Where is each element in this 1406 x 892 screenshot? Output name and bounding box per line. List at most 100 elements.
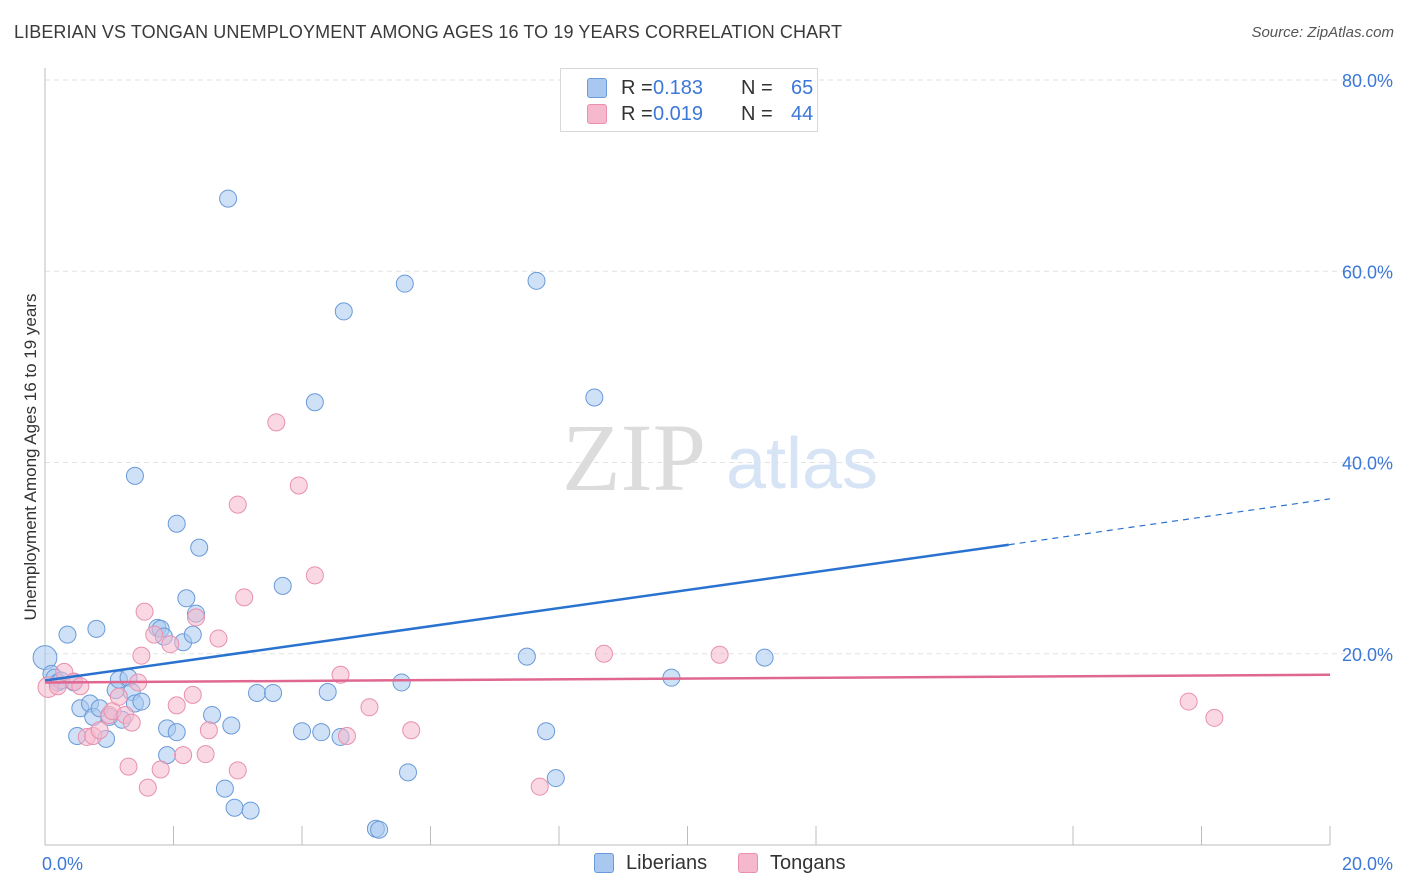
tongans-point [161, 635, 180, 654]
tongans-point [138, 778, 157, 797]
tongans-point [235, 588, 254, 607]
tongans-r-value: 0.019 [653, 103, 704, 125]
tongans-point [196, 745, 215, 764]
legend-r-label: R = [621, 103, 653, 125]
tongans-point [289, 476, 308, 495]
liberians-point [399, 763, 418, 782]
liberians-point [370, 820, 389, 839]
liberians-point [395, 274, 414, 293]
watermark: ZIP atlas [562, 404, 878, 511]
chart-title: LIBERIAN VS TONGAN UNEMPLOYMENT AMONG AG… [14, 22, 843, 42]
tongans-point [228, 495, 247, 514]
liberians-point [241, 801, 260, 820]
liberians-legend-swatch [594, 853, 614, 873]
tongans-point [267, 413, 286, 432]
legend-n-label: N = [741, 77, 773, 99]
y-axis-title: Unemployment Among Ages 16 to 19 years [21, 294, 40, 621]
liberians-point [177, 589, 196, 608]
liberians-point [190, 538, 209, 557]
gridlines [45, 79, 1394, 655]
liberians-point [225, 798, 244, 817]
tongans-legend-swatch [738, 853, 758, 873]
liberians-trend-extension [1008, 498, 1331, 546]
tongans-point [305, 566, 324, 585]
legend-n-label: N = [741, 103, 773, 125]
liberians-point [527, 271, 546, 290]
tongans-point [199, 721, 218, 740]
tongans-point [331, 665, 350, 684]
liberians-point [755, 648, 774, 667]
tongans-legend-label: Tongans [770, 852, 846, 874]
liberians-point [318, 683, 337, 701]
liberians-point [203, 705, 222, 724]
liberians-point [546, 769, 565, 788]
liberians-n-value: 65 [791, 77, 814, 99]
liberians-point [334, 302, 353, 321]
liberians-swatch [587, 78, 607, 98]
liberians-point [392, 673, 411, 692]
correlation-legend: R = 0.183 N = 65 R = 0.019 N = 44 [560, 68, 818, 132]
liberians-point [222, 716, 241, 735]
liberians-point [87, 619, 106, 638]
tongans-trend-line [44, 673, 1331, 684]
tongans-point [151, 760, 170, 779]
liberians-point [293, 722, 311, 741]
tongans-point [228, 761, 247, 780]
axes [44, 68, 1331, 846]
tongans-point [337, 726, 356, 745]
watermark-atlas: atlas [726, 424, 878, 504]
liberians-r-value: 0.183 [653, 77, 704, 99]
x-tick-label: 20.0% [1342, 854, 1393, 874]
tongans-point [710, 645, 729, 664]
liberians-legend-label: Liberians [626, 852, 708, 874]
tongans-point [122, 713, 141, 732]
y-tick-label: 40.0% [1342, 454, 1393, 474]
axis-labels: 20.0% 40.0% 60.0% 80.0% 0.0% 20.0% Unemploymen… [21, 71, 1393, 874]
tongans-point [174, 746, 193, 765]
y-tick-label: 20.0% [1342, 645, 1393, 665]
source-attribution: Source: ZipAtlas.com [1251, 24, 1394, 41]
liberians-point [517, 647, 536, 666]
tongans-point [360, 698, 379, 717]
liberians-point [273, 576, 292, 595]
tongans-point [183, 685, 202, 704]
liberians-point [312, 723, 331, 742]
legend-r-label: R = [621, 77, 653, 99]
tongans-point [1205, 708, 1224, 727]
tongans-point [594, 644, 613, 663]
y-tick-label: 80.0% [1342, 71, 1393, 91]
tongans-point [90, 721, 109, 740]
liberians-point [585, 388, 604, 407]
tongans-point [1179, 692, 1198, 711]
liberians-point [132, 692, 151, 711]
tongans-point [186, 608, 205, 627]
liberians-point [248, 683, 267, 702]
liberians-point [183, 625, 202, 644]
liberians-point [219, 189, 238, 208]
tongans-point [167, 696, 186, 715]
liberians-point [167, 514, 186, 533]
y-tick-label: 60.0% [1342, 262, 1393, 282]
liberians-point [167, 723, 186, 742]
data-points [32, 189, 1224, 839]
tongans-point [530, 777, 549, 796]
tongans-point [71, 677, 90, 696]
tongans-n-value: 44 [791, 103, 814, 125]
tongans-point [132, 646, 151, 665]
tongans-point [119, 757, 138, 776]
tongans-point [145, 625, 164, 644]
liberians-point [305, 393, 324, 412]
liberians-point [264, 683, 283, 702]
liberians-point [537, 722, 556, 741]
liberians-point [58, 625, 77, 644]
tongans-point [135, 602, 154, 621]
liberians-trend-line [44, 543, 1009, 682]
trend-lines [44, 498, 1331, 684]
tongans-point [402, 721, 421, 740]
watermark-zip: ZIP [562, 404, 706, 511]
tongans-point [209, 629, 228, 648]
tongans-swatch [587, 104, 607, 124]
liberians-point [125, 466, 144, 485]
liberians-point [215, 779, 234, 798]
